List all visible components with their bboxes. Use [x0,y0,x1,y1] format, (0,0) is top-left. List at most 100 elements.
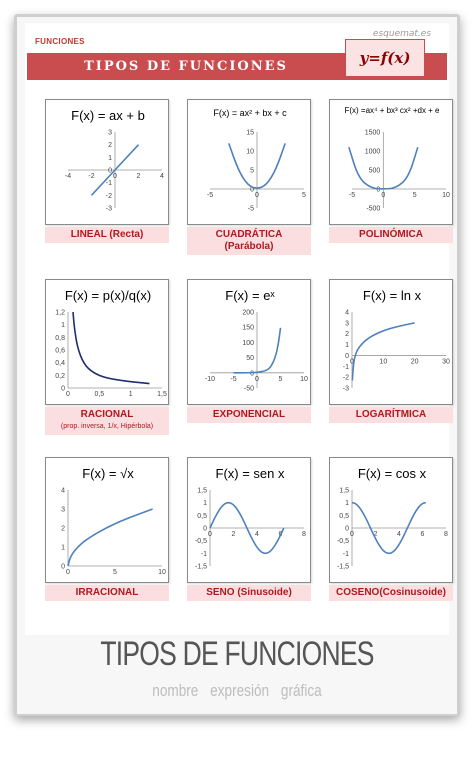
function-curve [348,146,419,190]
y-tick-label: 0 [61,386,65,393]
function-equation: F(x) = sen x [215,466,285,481]
y-tick-label: 0,6 [55,348,65,355]
function-name: CUADRÁTICA [215,229,283,240]
y-tick-label: 0 [250,187,254,194]
y-tick-label: -1 [343,364,349,371]
y-tick-label: 0,2 [55,373,65,380]
y-tick-label: 0 [376,187,380,194]
category-label: FUNCIONES [35,37,85,46]
card-frame: F(x) = √x 0 5 10 4 3 2 1 0 [45,457,169,583]
x-tick-label: 10 [379,358,387,365]
footer-subtitle: nombre expresión gráfica [152,681,322,700]
y-tick-label: -2 [106,193,112,200]
card-frame: F(x) = cos x 0 2 4 6 8 1,5 1 0,5 0 -0,5 -1 -1,5 [329,457,453,583]
x-tick-label: 4 [397,531,401,538]
y-tick-label: 2 [345,331,349,338]
y-tick-label: -0,5 [337,538,349,545]
x-tick-label: 0 [208,531,212,538]
function-equation: F(x) = p(x)/q(x) [64,288,152,303]
x-tick-label: -4 [65,173,71,180]
x-tick-label: 0 [66,391,70,398]
card-frame: F(x) = ax² + bx + c -5 0 5 15 10 5 0 -5 [187,99,311,225]
x-tick-label: -5 [349,192,355,199]
x-tick-label: 2 [137,173,141,180]
y-tick-label: 4 [345,310,349,317]
function-curve [67,508,153,567]
function-curve [233,327,282,374]
function-alias: (prop. inversa, 1/x, Hipérbola) [60,423,154,430]
y-tick-label: -3 [343,386,349,393]
y-tick-label: 0,5 [197,513,207,520]
x-tick-label: 5 [113,569,117,576]
brand-watermark: esquemat.es [372,29,431,39]
y-tick-label: -5 [248,206,254,213]
y-tick-label: 1 [345,342,349,349]
function-plot: 0 0,5 1 1,5 1,2 1 0,8 0,6 0,4 0,2 0 [55,310,167,399]
y-tick-label: 3 [345,320,349,327]
x-tick-label: 0 [350,531,354,538]
function-curve [72,311,150,385]
function-name: RACIONAL [80,409,134,420]
y-tick-label: 500 [369,168,381,175]
y-tick-label: -1 [201,551,207,558]
function-equation: F(x) = eˣ [225,288,275,303]
function-equation: F(x) = ax² + bx + c [213,108,287,118]
banner-formula: y=f(x) [345,39,425,77]
x-tick-label: 5 [413,192,417,199]
function-curve [228,143,286,189]
card-frame: F(x) = p(x)/q(x) 0 0,5 1 1,5 1,2 1 0,8 0,6 0,4 0,2… [45,279,169,405]
x-tick-label: 2 [232,531,236,538]
function-name-label: LINEAL (Recta) [45,227,169,243]
x-tick-label: 4 [255,531,259,538]
y-tick-label: 1,5 [197,488,207,495]
function-plot: 0 2 4 6 81,510,50-0,5-1-1,5 [195,488,306,571]
y-tick-label: 2 [61,526,65,533]
function-name-label: CUADRÁTICA (Parábola) [187,227,311,255]
y-tick-label: 1,5 [339,488,349,495]
x-tick-label: 5 [279,376,283,383]
function-equation: F(x) = √x [82,466,134,481]
y-tick-label: -50 [244,386,254,393]
y-tick-label: 50 [246,355,254,362]
function-name-label: IRRACIONAL [45,585,169,601]
function-name: EXPONENCIAL [212,409,286,420]
banner-title: TIPOS DE FUNCIONES [84,59,288,74]
y-tick-label: 1000 [365,149,381,156]
x-tick-label: 0,5 [94,391,104,398]
function-name: LOGARÍTMICA [355,409,427,420]
y-tick-label: 1 [345,500,349,507]
y-tick-label: 1500 [365,130,381,137]
x-tick-label: 0 [381,192,385,199]
card-frame: F(x) = ax + b -4 -2 0 2 4 3 2 1 0 -1 -2 -3 [45,99,169,225]
x-tick-label: -5 [230,376,236,383]
poster-sheet: esquemat.es FUNCIONES TIPOS DE FUNCIONES… [17,17,457,714]
x-tick-label: 0 [66,569,70,576]
y-tick-label: 1,2 [55,310,65,317]
function-name: LINEAL (Recta) [70,229,144,240]
y-tick-label: 2 [108,142,112,149]
function-equation: F(x) =ax⁴ + bx³ cx² +dx + e [344,106,440,115]
x-tick-label: 0 [350,358,354,365]
function-name-label: RACIONAL (prop. inversa, 1/x, Hipérbola) [45,407,169,435]
x-tick-label: 0 [255,192,259,199]
y-tick-label: 0 [108,168,112,175]
function-curve [90,144,140,196]
y-tick-label: 0 [61,564,65,571]
y-tick-label: 0,4 [55,360,65,367]
x-tick-label: 8 [302,531,306,538]
y-tick-label: -1 [106,180,112,187]
y-tick-label: 15 [246,130,254,137]
function-curve [209,501,285,555]
function-name-label: EXPONENCIAL [187,407,311,423]
y-tick-label: 0 [345,353,349,360]
x-tick-label: -2 [88,173,94,180]
x-tick-label: 0 [255,376,259,383]
function-alias: (Parábola) [224,241,274,252]
function-name-label: POLINÓMICA [329,227,453,243]
x-tick-label: 10 [158,569,166,576]
